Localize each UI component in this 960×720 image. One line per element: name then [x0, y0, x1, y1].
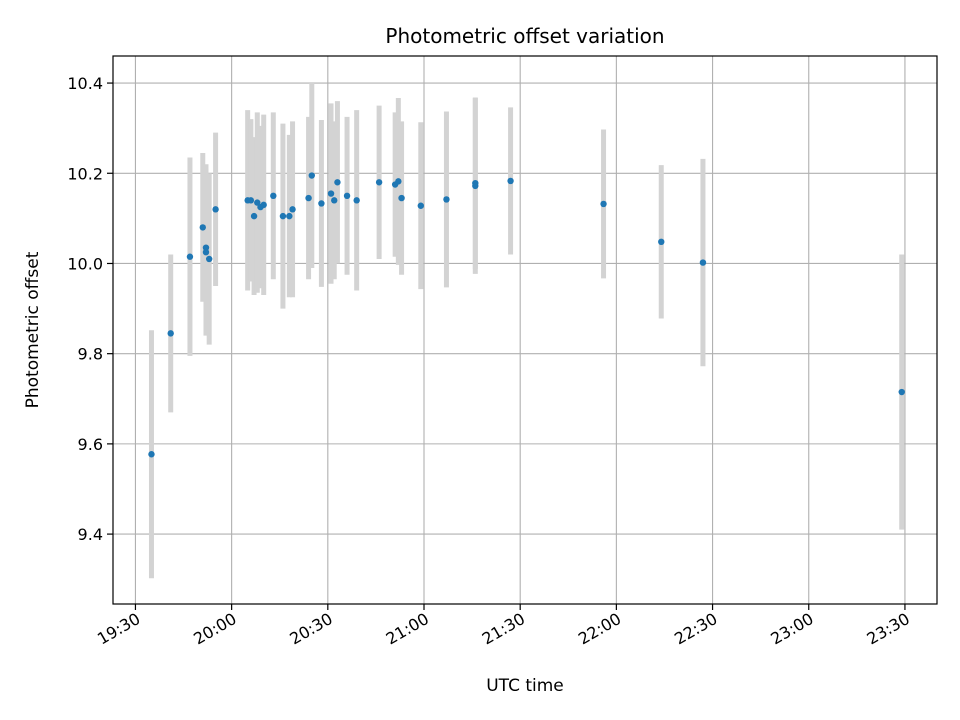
- data-point: [305, 194, 312, 202]
- x-tick-label: 20:00: [190, 609, 239, 649]
- data-point: [331, 197, 338, 204]
- y-tick-label: 10.0: [67, 254, 103, 273]
- data-point: [212, 206, 219, 213]
- data-point: [334, 179, 341, 186]
- data-point: [507, 177, 514, 185]
- data-point: [279, 212, 287, 220]
- data-point: [202, 248, 210, 256]
- data-point: [186, 253, 194, 260]
- data-point: [375, 179, 383, 186]
- data-point: [398, 194, 405, 202]
- data-point: [308, 172, 315, 179]
- data-point: [167, 330, 174, 337]
- data-point: [289, 206, 296, 213]
- x-tick-label: 20:30: [286, 609, 335, 649]
- x-tick-label: 21:00: [383, 609, 432, 649]
- x-tick-label: 22:30: [671, 609, 720, 649]
- data-point: [199, 224, 206, 231]
- data-point: [270, 192, 277, 200]
- x-tick-label: 22:00: [575, 609, 624, 649]
- x-tick-label: 21:30: [479, 609, 528, 649]
- y-tick-label: 9.6: [78, 435, 103, 454]
- data-point: [472, 179, 479, 187]
- y-tick-label: 10.2: [67, 164, 103, 183]
- data-points: [148, 172, 905, 458]
- y-tick-label: 9.4: [78, 525, 103, 544]
- x-axis-label: UTC time: [486, 676, 564, 696]
- data-point: [247, 197, 255, 204]
- data-point: [202, 244, 210, 251]
- data-point: [417, 202, 424, 209]
- data-point: [600, 200, 607, 208]
- x-tick-label: 23:00: [767, 609, 816, 649]
- data-point: [353, 197, 360, 204]
- data-point: [898, 388, 905, 396]
- data-point: [254, 199, 261, 206]
- x-tick-label: 23:30: [864, 609, 913, 649]
- y-axis-label: Photometric offset: [23, 251, 43, 408]
- data-point: [327, 190, 335, 197]
- data-point: [318, 200, 325, 207]
- data-point: [658, 238, 665, 246]
- plot-area-frame: [112, 55, 938, 605]
- data-point: [343, 192, 351, 200]
- data-point: [286, 212, 293, 220]
- grid-lines: [113, 56, 937, 604]
- data-point: [699, 259, 707, 266]
- chart-title: Photometric offset variation: [385, 24, 664, 48]
- y-axis-ticks: 9.4 9.6 9.8 10.0 10.2 10.4: [67, 74, 113, 544]
- error-bars: [148, 83, 905, 579]
- data-point: [260, 201, 267, 209]
- data-point: [148, 451, 155, 458]
- x-axis-ticks: 19:30 20:00 20:30 21:00 21:30 22:00 22:30 23:00…: [94, 604, 913, 649]
- data-point: [443, 196, 450, 203]
- x-tick-label: 19:30: [94, 609, 143, 649]
- y-tick-label: 10.4: [67, 74, 103, 93]
- data-point: [250, 212, 258, 220]
- data-point: [395, 178, 402, 185]
- y-tick-label: 9.8: [78, 345, 103, 364]
- data-point: [205, 255, 213, 263]
